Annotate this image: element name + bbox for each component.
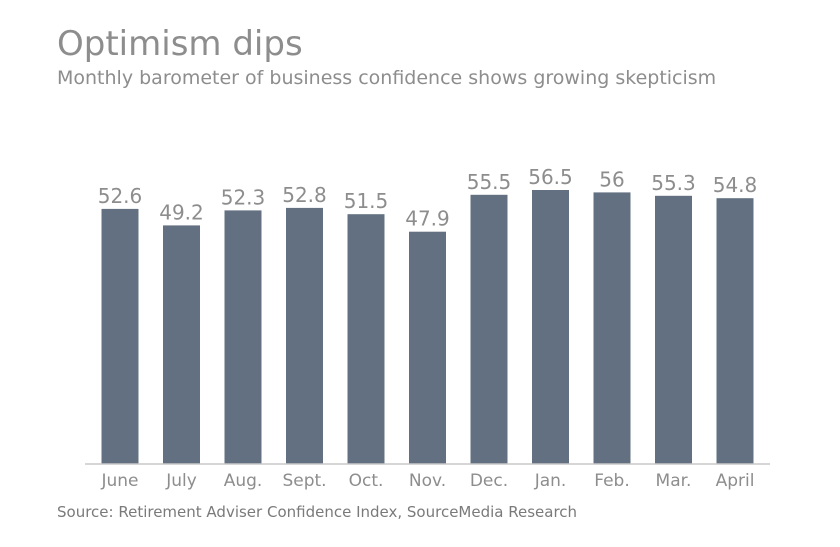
bar-chart: 52.6 49.2 52.3 52.8 51.5 47.9 55.5 56.5 56 55.3 54… xyxy=(85,165,770,491)
value-label: 54.8 xyxy=(713,173,758,197)
category-label: Feb. xyxy=(594,471,630,491)
bar-oct xyxy=(347,214,385,464)
value-label: 55.5 xyxy=(467,170,512,194)
bar-mar xyxy=(655,195,692,465)
value-label: 51.5 xyxy=(344,189,389,213)
bar-dec xyxy=(470,194,508,465)
category-label: Jan. xyxy=(534,471,567,491)
bar-july xyxy=(163,225,200,464)
bar-april xyxy=(716,198,754,464)
category-label: April xyxy=(716,471,755,491)
value-labels-group: 52.6 49.2 52.3 52.8 51.5 47.9 55.5 56.5 56 55.3 54… xyxy=(98,165,758,231)
category-label: June xyxy=(100,471,138,491)
bar-jan xyxy=(532,190,569,464)
value-label: 56 xyxy=(599,167,624,191)
category-label: Nov. xyxy=(409,471,446,491)
category-label: Dec. xyxy=(470,471,508,491)
source-note: Source: Retirement Adviser Confidence In… xyxy=(57,503,578,521)
value-label: 49.2 xyxy=(159,200,204,224)
bar-june xyxy=(101,208,139,464)
category-label: July xyxy=(165,471,197,491)
category-labels-group: June July Aug. Sept. Oct. Nov. Dec. Jan. Feb. Mar… xyxy=(100,471,754,491)
category-label: Sept. xyxy=(282,471,326,491)
bar-nov xyxy=(409,231,446,464)
value-label: 52.3 xyxy=(221,185,266,209)
chart-title: Optimism dips xyxy=(57,24,303,64)
bar-sept xyxy=(286,207,323,464)
bar-aug xyxy=(224,210,262,464)
value-label: 52.8 xyxy=(282,183,327,207)
value-label: 47.9 xyxy=(405,207,450,231)
category-label: Mar. xyxy=(656,471,692,491)
category-label: Oct. xyxy=(349,471,384,491)
value-label: 55.3 xyxy=(651,171,696,195)
value-label: 52.6 xyxy=(98,184,143,208)
value-label: 56.5 xyxy=(528,165,573,189)
chart-subtitle: Monthly barometer of business confidence… xyxy=(57,67,717,89)
bars-group xyxy=(101,190,754,465)
category-label: Aug. xyxy=(224,471,263,491)
bar-feb xyxy=(593,192,631,464)
